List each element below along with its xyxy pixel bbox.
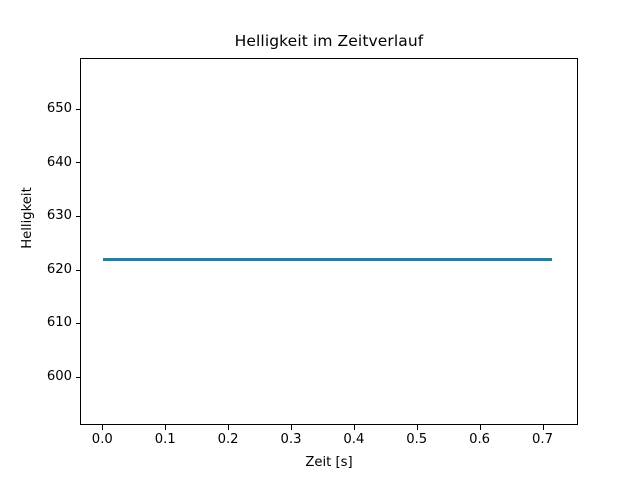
x-tick-label: 0.4 — [343, 432, 365, 447]
x-tick-mark-0.1 — [165, 425, 167, 430]
y-axis-label: Helligkeit — [20, 187, 35, 249]
x-axis-label: Zeit [s] — [305, 455, 353, 470]
x-tick-label: 0.5 — [406, 432, 428, 447]
x-tick-mark-0.2 — [228, 425, 230, 430]
y-tick-mark-650 — [75, 108, 80, 110]
chart-title-text: Helligkeit im Zeitverlauf — [234, 32, 424, 50]
y-tick-mark-640 — [75, 162, 80, 164]
x-tick-mark-0.3 — [291, 425, 293, 430]
y-tick-label: 640 — [46, 154, 72, 170]
x-tick-mark-0.6 — [479, 425, 481, 430]
x-tick-mark-0.0 — [102, 425, 104, 430]
y-tick-label: 650 — [46, 101, 72, 116]
y-tick-mark-600 — [75, 376, 80, 378]
x-tick-label: 0.7 — [532, 432, 553, 447]
x-tick-mark-0.5 — [416, 425, 418, 430]
x-tick-label: 0.3 — [280, 432, 302, 447]
y-tick-label: 630 — [46, 208, 72, 224]
x-tick-label: 0.1 — [154, 432, 176, 447]
data-series-helligkeit — [103, 258, 553, 261]
y-tick-mark-620 — [75, 269, 80, 271]
x-tick-label: 0.2 — [217, 432, 239, 447]
y-tick-label: 610 — [46, 315, 72, 331]
y-tick-label: 600 — [46, 369, 72, 384]
chart-title: Helligkeit im Zeitverlauf — [0, 31, 640, 51]
y-tick-mark-610 — [75, 323, 80, 325]
x-tick-mark-0.7 — [542, 425, 544, 430]
x-tick-mark-0.4 — [353, 425, 355, 430]
y-tick-label: 620 — [46, 261, 72, 277]
y-tick-mark-630 — [75, 216, 80, 218]
x-tick-label: 0.6 — [469, 432, 491, 447]
x-tick-label: 0.0 — [91, 432, 113, 447]
plot-area — [80, 58, 578, 425]
